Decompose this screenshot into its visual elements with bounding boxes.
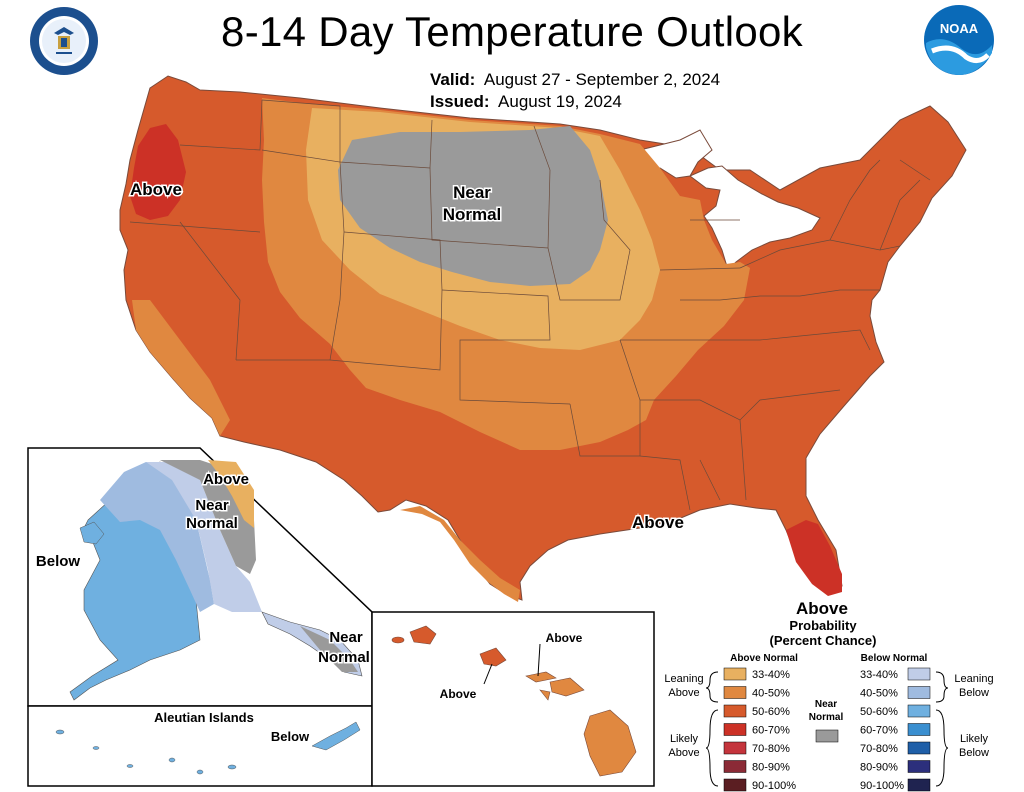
legend-below-header: Below Normal <box>861 653 928 664</box>
ak-se-label-near-1: Near <box>329 629 363 646</box>
conus-near-normal-region <box>338 126 608 286</box>
aleutian-label-below: Below <box>271 729 310 744</box>
hi-label-above-1: Above <box>546 631 583 645</box>
noaa-logo-text: NOAA <box>940 21 979 36</box>
aleutian-title: Aleutian Islands <box>154 710 254 725</box>
ak-label-above: Above <box>203 471 249 488</box>
legend-brace-likely-below <box>935 709 949 787</box>
issued-label: Issued: <box>430 92 490 111</box>
ak-label-near-2: Normal <box>186 515 238 532</box>
alaska-below-33-40-region <box>146 462 262 612</box>
florida-60-70-region <box>786 520 842 596</box>
valid-dates: Valid: August 27 - September 2, 2024 <box>430 70 720 90</box>
ak-label-below: Below <box>36 553 81 570</box>
legend-below-range-4: 70-80% <box>860 743 898 755</box>
aleutian-islands <box>55 721 361 775</box>
sw-coast-40-50-region <box>132 300 230 436</box>
legend-below-swatch-6 <box>907 778 931 792</box>
legend-above-range-0: 33-40% <box>752 669 790 681</box>
legend-above-swatch-6 <box>723 778 747 792</box>
valid-value: August 27 - September 2, 2024 <box>483 70 721 89</box>
legend-above-range-3: 60-70% <box>752 725 790 737</box>
legend-below-ranges: 33-40% 40-50% 50-60% 60-70% 70-80% 80-90% 90-1… <box>860 669 904 792</box>
conus-label-above-fl: Above <box>796 599 848 618</box>
legend-below-range-6: 90-100% <box>860 780 904 792</box>
hawaii-leader-line-2 <box>483 663 493 685</box>
legend-below-range-2: 50-60% <box>860 706 898 718</box>
legend-above-swatch-2 <box>723 704 747 718</box>
noaa-logo: NOAA <box>924 5 994 75</box>
alaska-above-33-40-region <box>208 460 254 528</box>
commerce-seal-logo <box>30 7 98 75</box>
legend-above-range-4: 70-80% <box>752 743 790 755</box>
legend-leaning-above-1: Leaning <box>664 673 703 685</box>
legend-below-range-3: 60-70% <box>860 725 898 737</box>
oregon-60-70-region <box>130 124 186 220</box>
conus-label-above-gulf: Above <box>632 513 684 532</box>
legend-above-swatch-1 <box>723 686 747 699</box>
conus-label-near-2: Normal <box>443 205 502 224</box>
legend-title: Probability (Percent Chance) <box>758 618 888 648</box>
legend-above-header: Above Normal <box>730 653 798 664</box>
legend-above-range-5: 80-90% <box>752 762 790 774</box>
legend-below-range-0: 33-40% <box>860 669 898 681</box>
ak-se-label-near-2: Normal <box>318 649 370 666</box>
legend-above-range-6: 90-100% <box>752 780 796 792</box>
legend-below-range-5: 80-90% <box>860 762 898 774</box>
legend-above-swatch-0 <box>723 667 747 681</box>
legend-below-swatch-2 <box>907 704 931 718</box>
legend-likely-below-1: Likely <box>960 733 989 745</box>
hi-label-above-2: Above <box>440 687 477 701</box>
legend-below-range-1: 40-50% <box>860 688 898 700</box>
conus-label-near-1: Near <box>453 183 491 202</box>
legend-above-swatches <box>723 667 747 792</box>
legend-below-swatch-1 <box>907 686 931 699</box>
issued-date: Issued: August 19, 2024 <box>430 92 622 112</box>
alaska-se-near-normal-region <box>300 626 358 672</box>
legend-brace-leaning-below <box>935 671 949 703</box>
hawaii-islands <box>391 625 637 777</box>
ak-label-near-1: Near <box>195 497 229 514</box>
legend-below-swatch-4 <box>907 741 931 755</box>
legend-brace-likely-above <box>705 709 719 787</box>
valid-label: Valid: <box>430 70 476 89</box>
legend-likely-below-2: Below <box>959 747 989 759</box>
legend-above-swatch-4 <box>723 741 747 755</box>
legend-leaning-above-2: Above <box>668 687 699 699</box>
state-borders <box>129 99 931 511</box>
texas-coast-40-50-region <box>400 506 520 602</box>
legend-leaning-below-2: Below <box>959 687 989 699</box>
legend-near-2: Normal <box>809 712 844 723</box>
legend-near-normal-swatch <box>815 729 839 743</box>
legend-below-swatches <box>907 667 931 792</box>
legend-brace-leaning-above <box>705 671 719 703</box>
legend-below-swatch-0 <box>907 667 931 681</box>
legend-above-swatch-5 <box>723 760 747 773</box>
legend-below-swatch-5 <box>907 760 931 773</box>
legend-likely-above-1: Likely <box>670 733 699 745</box>
legend-likely-above-2: Above <box>668 747 699 759</box>
legend-near-1: Near <box>815 699 837 710</box>
legend-leaning-below-1: Leaning <box>954 673 993 685</box>
legend-above-swatch-3 <box>723 723 747 736</box>
legend-above-ranges: 33-40% 40-50% 50-60% 60-70% 70-80% 80-90% 90-1… <box>752 669 796 792</box>
issued-value: August 19, 2024 <box>498 92 622 111</box>
legend-above-range-1: 40-50% <box>752 688 790 700</box>
map-title: 8-14 Day Temperature Outlook <box>221 8 803 55</box>
legend-above-range-2: 50-60% <box>752 706 790 718</box>
conus-label-above-nw: Above <box>130 180 182 199</box>
alaska-island <box>79 521 105 545</box>
hawaii-leader-line-1 <box>537 643 541 677</box>
legend: Above Normal Below Normal Leaning Above … <box>664 653 993 792</box>
legend-below-swatch-3 <box>907 723 931 736</box>
legend-title-line-1: Probability <box>789 618 857 633</box>
legend-title-line-2: (Percent Chance) <box>769 633 877 648</box>
